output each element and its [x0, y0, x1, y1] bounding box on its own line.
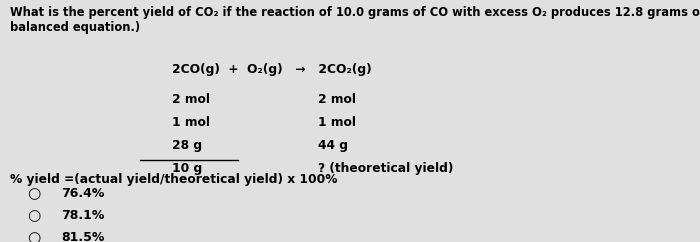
Text: % yield =(actual yield/theoretical yield) x 100%: % yield =(actual yield/theoretical yield… [10, 173, 338, 186]
Text: ? (theoretical yield): ? (theoretical yield) [318, 162, 454, 175]
Text: 78.1%: 78.1% [62, 209, 105, 222]
Text: 28 g: 28 g [172, 139, 202, 152]
Text: 2 mol: 2 mol [318, 93, 356, 106]
Text: 1 mol: 1 mol [318, 116, 356, 129]
Text: 2CO(g)  +  O₂(g)   →   2CO₂(g): 2CO(g) + O₂(g) → 2CO₂(g) [172, 63, 371, 76]
Text: 76.4%: 76.4% [62, 187, 105, 200]
Text: 1 mol: 1 mol [172, 116, 209, 129]
Text: 2 mol: 2 mol [172, 93, 209, 106]
Text: What is the percent yield of CO₂ if the reaction of 10.0 grams of CO with excess: What is the percent yield of CO₂ if the … [10, 6, 700, 34]
Text: 44 g: 44 g [318, 139, 349, 152]
Text: ○: ○ [27, 186, 40, 201]
Text: 81.5%: 81.5% [62, 231, 105, 242]
Text: ○: ○ [27, 230, 40, 242]
Text: 10 g: 10 g [172, 162, 202, 175]
Text: ○: ○ [27, 208, 40, 223]
